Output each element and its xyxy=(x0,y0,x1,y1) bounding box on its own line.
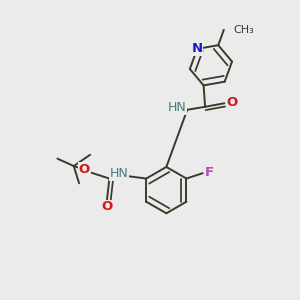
Text: N: N xyxy=(192,42,203,56)
Text: O: O xyxy=(101,200,113,213)
Text: CH₃: CH₃ xyxy=(233,25,254,35)
Text: O: O xyxy=(79,163,90,176)
Text: F: F xyxy=(205,166,214,179)
Text: O: O xyxy=(226,96,238,109)
Text: HN: HN xyxy=(110,167,128,180)
Text: HN: HN xyxy=(167,101,186,114)
